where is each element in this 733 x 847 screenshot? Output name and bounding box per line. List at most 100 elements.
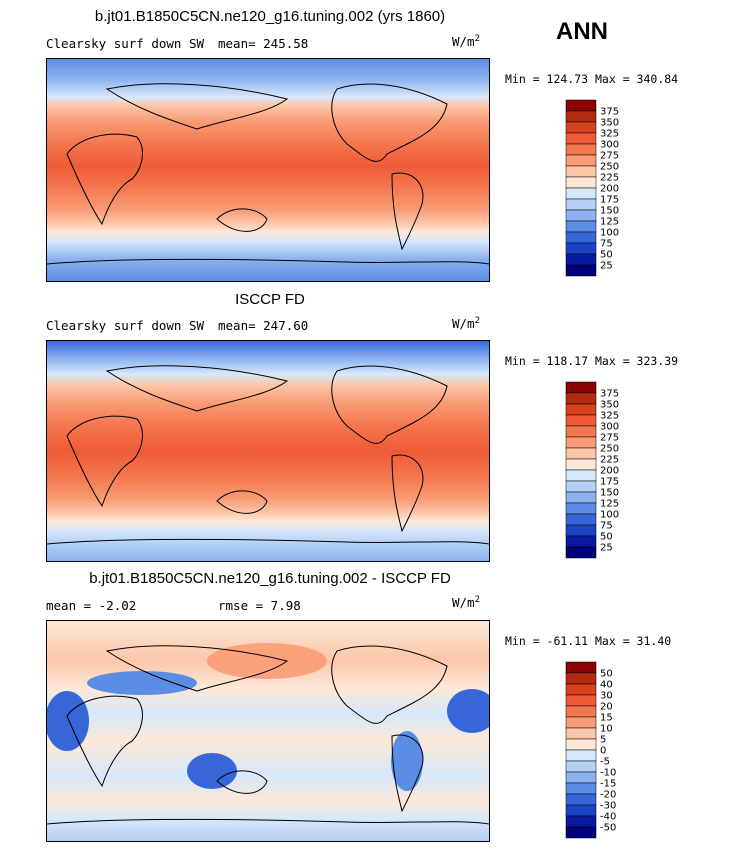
colorbar-tick-label: 50 xyxy=(600,669,613,680)
colorbar-swatch xyxy=(565,694,597,707)
colorbar-tick-label: 30 xyxy=(600,691,613,702)
colorbar-swatch xyxy=(565,414,597,427)
colorbar-swatch xyxy=(565,99,597,112)
colorbar-swatch xyxy=(565,132,597,145)
colorbar-tick-label: 25 xyxy=(600,543,613,554)
colorbar-swatch xyxy=(565,253,597,266)
panel-1-colorbar: 375 350 325 300 275 250 225 200 175 150 125 100 75 50… xyxy=(565,99,636,277)
panel-2-mean-label: mean= 247.60 xyxy=(218,318,309,333)
panel-2-minmax: Min = 118.17 Max = 323.39 xyxy=(505,354,679,368)
colorbar-tick-label: 300 xyxy=(600,140,619,151)
panel-3-units: W/m2 xyxy=(452,595,480,611)
colorbar-tick-label: 200 xyxy=(600,466,619,477)
colorbar-swatch xyxy=(565,502,597,515)
panel-3-rmse-label: rmse = 7.98 xyxy=(218,598,301,613)
panel-2-variable-label: Clearsky surf down SW xyxy=(46,318,205,333)
colorbar-tick-label: 150 xyxy=(600,488,619,499)
colorbar-swatch xyxy=(565,209,597,222)
panel-2-map xyxy=(46,340,490,562)
colorbar-tick-label: 75 xyxy=(600,521,613,532)
colorbar-swatch xyxy=(565,480,597,493)
panel-3-colorbar: 50 40 30 20 15 10 5 0 -5 -10 -15 -20 -30 -40 -50 xyxy=(565,661,636,839)
colorbar-tick-label: -30 xyxy=(600,801,616,812)
colorbar-tick-label: 25 xyxy=(600,261,613,272)
panel-3-minmax: Min = -61.11 Max = 31.40 xyxy=(505,634,672,648)
colorbar-tick-label: 100 xyxy=(600,228,619,239)
colorbar-swatch xyxy=(565,524,597,537)
colorbar-swatch xyxy=(565,143,597,156)
colorbar-tick-label: 50 xyxy=(600,532,613,543)
panel-2-title: ISCCP FD xyxy=(235,291,305,308)
colorbar-tick-label: 350 xyxy=(600,400,619,411)
colorbar-swatch xyxy=(565,782,597,795)
colorbar-swatch xyxy=(565,826,597,839)
colorbar-swatch xyxy=(565,749,597,762)
colorbar-tick-label: 175 xyxy=(600,195,619,206)
colorbar-swatch xyxy=(565,716,597,729)
colorbar-swatch xyxy=(565,176,597,189)
colorbar-tick-label: -5 xyxy=(600,757,610,768)
colorbar-swatch xyxy=(565,491,597,504)
colorbar-tick-label: 10 xyxy=(600,724,613,735)
colorbar-swatch xyxy=(565,121,597,134)
colorbar-tick-label: 15 xyxy=(600,713,613,724)
colorbar-swatch xyxy=(565,165,597,178)
colorbar-swatch xyxy=(565,110,597,123)
panel-1-units: W/m2 xyxy=(452,34,480,50)
colorbar-swatch xyxy=(565,231,597,244)
colorbar-tick-label: -50 xyxy=(600,823,616,834)
panel-1-variable-label: Clearsky surf down SW xyxy=(46,36,205,51)
colorbar-swatch xyxy=(565,760,597,773)
colorbar-tick-label: 275 xyxy=(600,151,619,162)
colorbar-swatch xyxy=(565,738,597,751)
colorbar-tick-label: 275 xyxy=(600,433,619,444)
colorbar-swatch xyxy=(565,672,597,685)
colorbar-tick-label: 225 xyxy=(600,455,619,466)
colorbar-swatch xyxy=(565,220,597,233)
colorbar-tick-label: 5 xyxy=(600,735,606,746)
colorbar-tick-label: -40 xyxy=(600,812,616,823)
colorbar-tick-label: 325 xyxy=(600,129,619,140)
colorbar-swatch xyxy=(565,815,597,828)
colorbar-tick-label: 0 xyxy=(600,746,606,757)
panel-1-mean-label: mean= 245.58 xyxy=(218,36,309,51)
colorbar-swatch xyxy=(565,705,597,718)
panel-2-units: W/m2 xyxy=(452,316,480,332)
colorbar-swatch xyxy=(565,458,597,471)
colorbar-swatch xyxy=(565,198,597,211)
colorbar-swatch xyxy=(565,804,597,817)
colorbar-tick-label: 150 xyxy=(600,206,619,217)
colorbar-swatch xyxy=(565,771,597,784)
panel-1-minmax: Min = 124.73 Max = 340.84 xyxy=(505,72,679,86)
colorbar-tick-label: 175 xyxy=(600,477,619,488)
colorbar-swatch xyxy=(565,469,597,482)
colorbar-swatch xyxy=(565,661,597,674)
colorbar-tick-label: 20 xyxy=(600,702,613,713)
colorbar-swatch xyxy=(565,154,597,167)
colorbar-swatch xyxy=(565,242,597,255)
colorbar-tick-label: 350 xyxy=(600,118,619,129)
colorbar-tick-label: 375 xyxy=(600,389,619,400)
colorbar-tick-label: 250 xyxy=(600,444,619,455)
colorbar-tick-label: 325 xyxy=(600,411,619,422)
colorbar-swatch xyxy=(565,381,597,394)
colorbar-tick-label: 40 xyxy=(600,680,613,691)
colorbar-tick-label: 225 xyxy=(600,173,619,184)
colorbar-swatch xyxy=(565,187,597,200)
colorbar-tick-label: 125 xyxy=(600,499,619,510)
colorbar-swatch xyxy=(565,793,597,806)
colorbar-tick-label: 250 xyxy=(600,162,619,173)
panel-1-map xyxy=(46,58,490,282)
colorbar-swatch xyxy=(565,546,597,559)
colorbar-swatch xyxy=(565,403,597,416)
colorbar-tick-label: -20 xyxy=(600,790,616,801)
panel-3-mean-label: mean = -2.02 xyxy=(46,598,137,613)
colorbar-tick-label: 375 xyxy=(600,107,619,118)
colorbar-swatch xyxy=(565,727,597,740)
colorbar-swatch xyxy=(565,392,597,405)
colorbar-swatch xyxy=(565,683,597,696)
colorbar-swatch xyxy=(565,436,597,449)
colorbar-swatch xyxy=(565,513,597,526)
colorbar-swatch xyxy=(565,425,597,438)
colorbar-swatch xyxy=(565,264,597,277)
